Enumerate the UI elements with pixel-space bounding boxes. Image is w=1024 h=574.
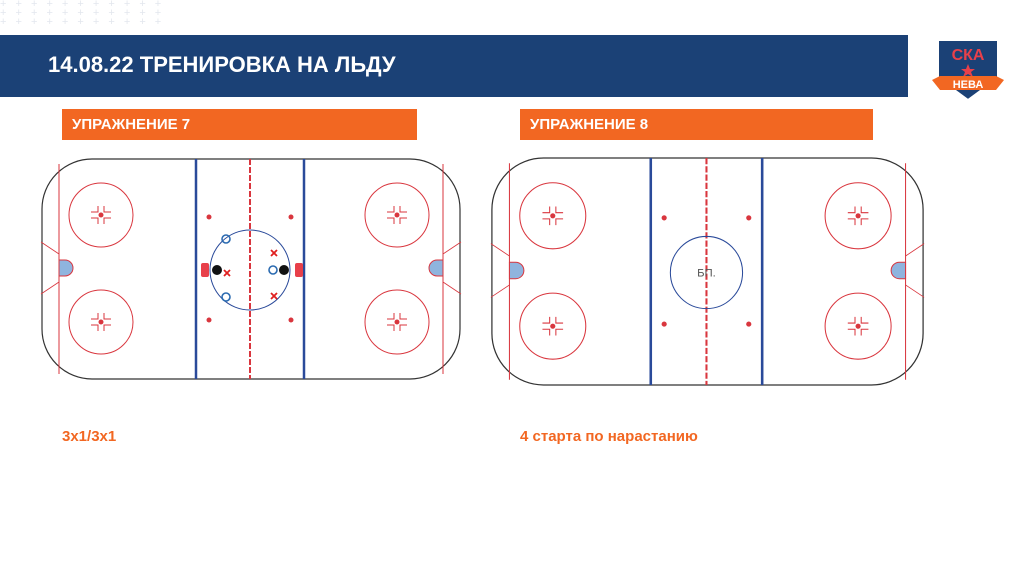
- net-icon: [201, 263, 209, 277]
- hash-marks: [91, 313, 111, 331]
- faceoff-dot: [550, 213, 556, 219]
- goal-crease-right: [890, 261, 907, 280]
- hockey-rink-exercise-7: [40, 158, 462, 380]
- svg-text:НЕВА: НЕВА: [953, 79, 984, 91]
- hash-marks: [847, 316, 869, 336]
- faceoff-circle: [364, 182, 430, 248]
- goal-crease-right: [428, 259, 444, 277]
- goalie-icon: [212, 265, 222, 275]
- goal-crease-left: [58, 259, 74, 277]
- center-circle: [669, 235, 744, 310]
- goalie-icon: [279, 265, 289, 275]
- hash-marks: [542, 206, 564, 226]
- faceoff-circle: [364, 289, 430, 355]
- net-icon: [295, 263, 303, 277]
- defense-player-icon: [270, 249, 278, 257]
- hash-marks: [387, 313, 407, 331]
- faceoff-circle: [824, 292, 892, 360]
- faceoff-dot: [550, 323, 556, 329]
- exercise-8-caption: 4 старта по нарастанию: [520, 428, 698, 445]
- faceoff-circle: [68, 289, 134, 355]
- center-label: БП.: [697, 268, 716, 280]
- defense-player-icon: [223, 269, 231, 277]
- decorative-plus-grid: + + + + + + + + + + + + + + + + + + + + …: [0, 0, 165, 28]
- neutral-zone-dot: [661, 321, 667, 327]
- faceoff-dot: [394, 212, 400, 218]
- rink-boards: [491, 157, 924, 386]
- hash-marks: [542, 316, 564, 336]
- trapezoid-lines: [490, 243, 925, 298]
- faceoff-circle: [824, 182, 892, 250]
- center-circle: [209, 229, 291, 311]
- faceoff-dot: [855, 213, 861, 219]
- hash-marks: [847, 206, 869, 226]
- hockey-rink-exercise-8: БП.: [490, 157, 925, 386]
- header-band: 14.08.22 ТРЕНИРОВКА НА ЛЬДУ: [0, 35, 908, 97]
- faceoff-dot: [855, 323, 861, 329]
- neutral-zone-dot: [661, 215, 667, 221]
- offense-player-icon: [221, 292, 231, 302]
- faceoff-dot: [98, 319, 104, 325]
- defense-player-icon: [270, 292, 278, 300]
- neutral-zone-dot: [206, 317, 212, 323]
- svg-text:СКА: СКА: [952, 47, 985, 64]
- neutral-zone-dot: [288, 214, 294, 220]
- neutral-zone-dot: [746, 215, 752, 221]
- trapezoid-lines: [40, 241, 462, 295]
- neutral-zone-dot: [746, 321, 752, 327]
- exercise-7-title: УПРАЖНЕНИЕ 7: [62, 109, 417, 140]
- faceoff-dot: [98, 212, 104, 218]
- faceoff-circle: [519, 292, 587, 360]
- faceoff-dot: [394, 319, 400, 325]
- exercise-8-title: УПРАЖНЕНИЕ 8: [520, 109, 873, 140]
- goal-crease-left: [508, 261, 525, 280]
- neutral-zone-dot: [288, 317, 294, 323]
- page-title: 14.08.22 ТРЕНИРОВКА НА ЛЬДУ: [48, 52, 396, 77]
- exercise-7-caption: 3х1/3х1: [62, 428, 117, 445]
- neutral-zone-dot: [206, 214, 212, 220]
- offense-player-icon: [221, 234, 231, 244]
- faceoff-circle: [519, 182, 587, 250]
- hash-marks: [387, 206, 407, 224]
- hash-marks: [91, 206, 111, 224]
- faceoff-circle: [68, 182, 134, 248]
- ska-neva-logo: СКА НЕВА: [932, 39, 1004, 102]
- offense-player-icon: [268, 265, 278, 275]
